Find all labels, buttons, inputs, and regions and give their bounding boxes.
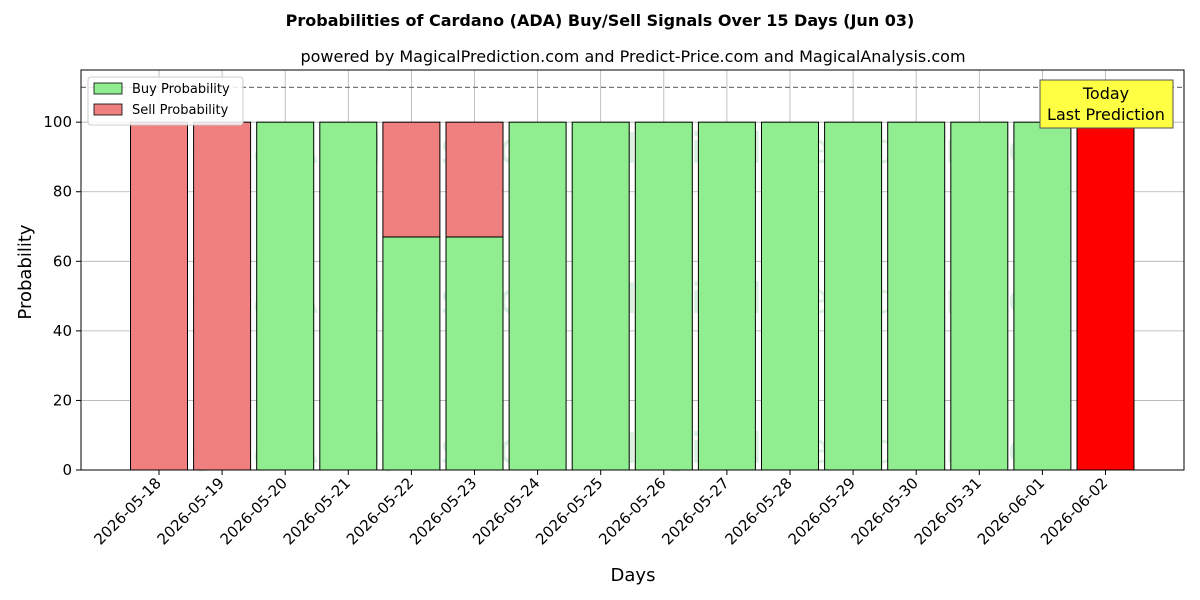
y-tick-label: 60 [53, 252, 72, 270]
x-tick-label: 2026-05-28 [721, 474, 795, 548]
x-tick-layer: 2026-05-182026-05-192026-05-202026-05-21… [90, 470, 1111, 548]
bar-buy-2026-05-25 [571, 121, 630, 471]
x-tick-label: 2026-05-27 [658, 474, 732, 548]
bar-sell-2026-05-19 [193, 121, 252, 471]
x-tick-label: 2026-05-21 [280, 474, 354, 548]
bar-sell-2026-06-02 [1076, 121, 1135, 471]
bar-buy-2026-05-28 [761, 121, 819, 471]
legend-swatch-buy [93, 82, 123, 95]
y-tick-label: 40 [53, 322, 72, 340]
today-annotation: Today Last Prediction [1039, 79, 1174, 129]
x-tick-label: 2026-05-31 [911, 474, 985, 548]
axis-layer [80, 69, 1185, 471]
x-tick-label: 2026-06-01 [974, 474, 1048, 548]
bar-buy-2026-05-22 [382, 236, 441, 471]
bar-sell-2026-05-22 [382, 121, 441, 238]
bar-buy-2026-05-31 [950, 121, 1009, 471]
x-tick-label: 2026-05-22 [343, 474, 417, 548]
x-tick-label: 2026-05-29 [785, 474, 859, 548]
y-tick-label: 100 [43, 113, 72, 131]
chart-subtitle: powered by MagicalPrediction.com and Pre… [300, 47, 965, 66]
annotation-box [1039, 79, 1174, 129]
annotation-line-2: Last Prediction [1047, 105, 1165, 124]
bar-buy-2026-05-21 [319, 121, 378, 471]
x-tick-label: 2026-06-02 [1037, 474, 1111, 548]
bar-buy-2026-05-23 [445, 236, 504, 471]
legend-swatch-sell [93, 103, 123, 116]
x-tick-label: 2026-05-24 [469, 474, 543, 548]
x-tick-label: 2026-05-18 [90, 474, 164, 548]
bar-sell-2026-05-23 [445, 121, 504, 238]
bar-layer [130, 121, 1135, 471]
bar-buy-2026-05-20 [256, 121, 315, 471]
y-tick-label: 0 [62, 461, 72, 479]
x-tick-label: 2026-05-26 [595, 474, 669, 548]
bar-sell-2026-05-18 [130, 121, 188, 471]
y-tick-layer: 0 20 40 60 80 100 [43, 113, 81, 479]
x-tick-label: 2026-05-23 [406, 474, 480, 548]
annotation-line-1: Today [1082, 84, 1129, 103]
bar-buy-2026-05-24 [508, 121, 567, 471]
bar-buy-2026-05-30 [887, 121, 946, 471]
bar-buy-2026-06-01 [1013, 121, 1072, 471]
x-tick-label: 2026-05-19 [154, 474, 228, 548]
x-tick-label: 2026-05-30 [848, 474, 922, 548]
x-tick-label: 2026-05-25 [532, 474, 606, 548]
legend-label-buy: Buy Probability [132, 82, 230, 97]
legend: Buy Probability Sell Probability [87, 76, 244, 126]
bar-buy-2026-05-26 [634, 121, 693, 471]
x-axis-label: Days [611, 565, 656, 586]
x-tick-label: 2026-05-20 [217, 474, 291, 548]
y-axis-label: Probability [15, 224, 36, 319]
y-tick-label: 20 [53, 391, 72, 409]
bar-buy-2026-05-27 [697, 121, 756, 471]
legend-label-sell: Sell Probability [132, 103, 229, 118]
bar-buy-2026-05-29 [824, 121, 883, 471]
plot-frame [80, 69, 1185, 471]
chart-title: Probabilities of Cardano (ADA) Buy/Sell … [286, 11, 915, 30]
y-tick-label: 80 [53, 183, 72, 201]
legend-frame [87, 76, 244, 126]
